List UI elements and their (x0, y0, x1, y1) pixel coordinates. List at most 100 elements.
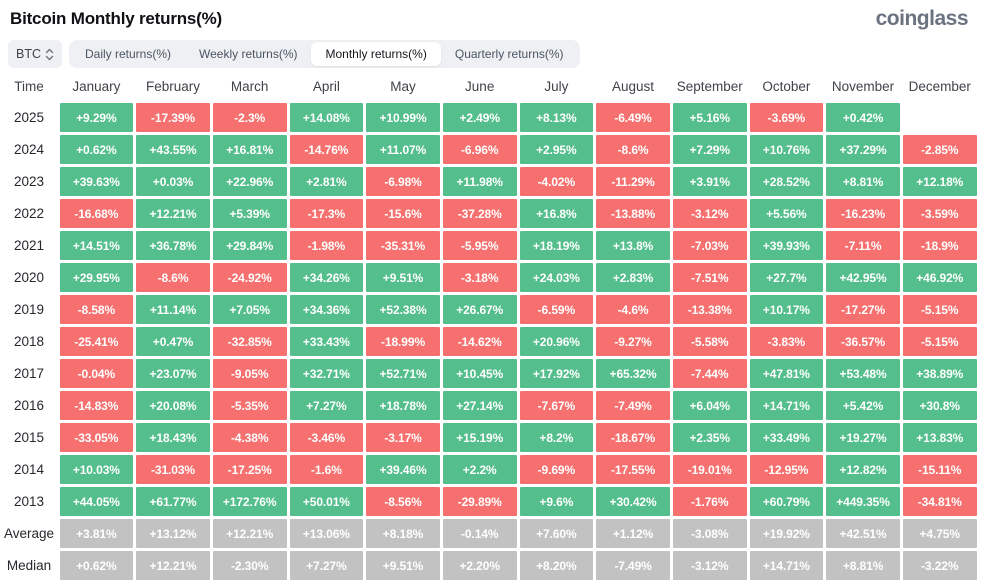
return-cell: -19.01% (672, 455, 747, 484)
table-row-2016: 2016 -14.83% +20.08% -5.35% +7.27% +18.78% +27… (0, 391, 978, 420)
return-cell: +13.8% (596, 231, 670, 260)
return-cell: +8.18% (366, 519, 440, 548)
row-label: 2019 (13, 302, 45, 317)
return-cell: -7.49% (596, 551, 670, 580)
return-cell: -3.22% (902, 551, 977, 580)
column-header-time: Time (14, 78, 44, 94)
tab-monthly-returns[interactable]: Monthly returns(%) (311, 42, 441, 66)
column-header-january: January (72, 78, 121, 94)
return-cell: +2.35% (672, 423, 747, 452)
return-cell: +12.18% (902, 167, 977, 196)
tab-weekly-returns[interactable]: Weekly returns(%) (185, 42, 311, 66)
return-cell: -35.31% (366, 231, 440, 260)
return-cell: -1.76% (672, 487, 747, 516)
row-label: 2013 (13, 494, 45, 509)
row-label: Average (3, 526, 55, 541)
return-cell: -15.11% (902, 455, 977, 484)
return-cell: -8.56% (366, 487, 440, 516)
return-cell: -5.58% (672, 327, 747, 356)
return-cell: +18.43% (136, 423, 210, 452)
return-cell: -8.58% (59, 295, 134, 324)
return-cell: -13.88% (596, 199, 670, 228)
return-cell: +50.01% (289, 487, 364, 516)
return-cell: -3.69% (749, 103, 824, 132)
return-cell: +8.81% (826, 551, 900, 580)
return-cell: -29.89% (442, 487, 517, 516)
return-cell: +7.27% (289, 391, 364, 420)
column-header-november: November (831, 78, 895, 94)
return-cell: -5.15% (902, 295, 977, 324)
column-header-september: September (676, 78, 743, 94)
return-cell: -1.98% (289, 231, 364, 260)
return-cell: +42.95% (826, 263, 900, 292)
tab-daily-returns[interactable]: Daily returns(%) (71, 42, 185, 66)
table-row-median: Median +0.62% +12.21% -2.30% +7.27% +9.51% +2.… (0, 551, 978, 580)
return-cell: +10.45% (442, 359, 517, 388)
column-header-october: October (762, 78, 811, 94)
return-cell: -7.03% (672, 231, 747, 260)
symbol-select[interactable]: BTC (8, 40, 62, 68)
return-cell: -3.17% (366, 423, 440, 452)
return-cell: -34.81% (902, 487, 977, 516)
return-cell: -1.6% (289, 455, 364, 484)
return-cell: +16.81% (212, 135, 287, 164)
table-row-2013: 2013 +44.05% +61.77% +172.76% +50.01% -8.56% -… (0, 487, 978, 516)
table-body: 2025 +9.29% -17.39% -2.3% +14.08% +10.99% +2.4… (0, 103, 978, 580)
return-cell: -8.6% (596, 135, 670, 164)
return-cell: +29.95% (59, 263, 134, 292)
return-cell: +27.7% (749, 263, 824, 292)
returns-period-tabs: Daily returns(%) Weekly returns(%) Monthly… (69, 40, 580, 68)
return-cell: +2.49% (442, 103, 517, 132)
return-cell: +0.62% (59, 135, 134, 164)
return-cell: -7.51% (672, 263, 747, 292)
return-cell: +9.6% (519, 487, 594, 516)
return-cell: +6.04% (672, 391, 747, 420)
return-cell: +7.27% (289, 551, 364, 580)
return-cell: +9.29% (59, 103, 134, 132)
return-cell: -3.12% (672, 551, 747, 580)
row-label: 2023 (13, 174, 45, 189)
column-header-august: August (612, 78, 655, 94)
return-cell: -5.35% (212, 391, 287, 420)
return-cell: -2.3% (212, 103, 287, 132)
return-cell: +449.35% (826, 487, 900, 516)
row-label: 2025 (13, 110, 45, 125)
row-label: Median (6, 558, 52, 573)
return-cell: +0.03% (136, 167, 210, 196)
return-cell: +2.95% (519, 135, 594, 164)
return-cell: -33.05% (59, 423, 134, 452)
return-cell: +12.21% (136, 551, 210, 580)
return-cell: -37.28% (442, 199, 517, 228)
row-label: 2014 (13, 462, 45, 477)
return-cell: +3.91% (672, 167, 747, 196)
return-cell: +14.71% (749, 391, 824, 420)
return-cell: +39.63% (59, 167, 134, 196)
table-row-2022: 2022 -16.68% +12.21% +5.39% -17.3% -15.6% -37.… (0, 199, 978, 228)
table-row-2020: 2020 +29.95% -8.6% -24.92% +34.26% +9.51% -3.1… (0, 263, 978, 292)
return-cell: -36.57% (826, 327, 900, 356)
return-cell: +42.51% (826, 519, 900, 548)
return-cell: +24.03% (519, 263, 594, 292)
return-cell: +7.05% (212, 295, 287, 324)
return-cell: +44.05% (59, 487, 134, 516)
return-cell: +11.98% (442, 167, 517, 196)
table-row-2021: 2021 +14.51% +36.78% +29.84% -1.98% -35.31% -5… (0, 231, 978, 260)
return-cell: -6.49% (596, 103, 670, 132)
return-cell: +16.8% (519, 199, 594, 228)
return-cell: +8.13% (519, 103, 594, 132)
tab-quarterly-returns[interactable]: Quarterly returns(%) (441, 42, 578, 66)
table-row-2025: 2025 +9.29% -17.39% -2.3% +14.08% +10.99% +2.4… (0, 103, 978, 132)
table-row-2024: 2024 +0.62% +43.55% +16.81% -14.76% +11.07% -6… (0, 135, 978, 164)
return-cell: +9.51% (366, 551, 440, 580)
return-cell: -3.08% (672, 519, 747, 548)
return-cell: -14.76% (289, 135, 364, 164)
return-cell: +27.14% (442, 391, 517, 420)
return-cell: +46.92% (902, 263, 977, 292)
return-cell: +8.81% (826, 167, 900, 196)
return-cell: -8.6% (136, 263, 210, 292)
return-cell: +18.19% (519, 231, 594, 260)
return-cell: +34.36% (289, 295, 364, 324)
return-cell: +47.81% (749, 359, 824, 388)
table-row-average: Average +3.81% +13.12% +12.21% +13.06% +8.18%… (0, 519, 978, 548)
